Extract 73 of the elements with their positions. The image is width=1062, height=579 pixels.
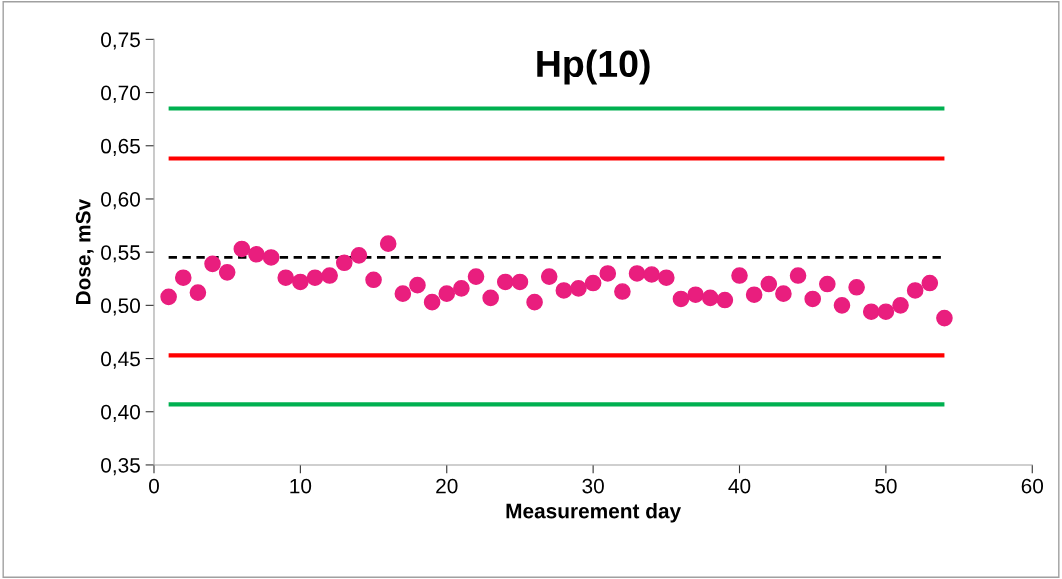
point [687, 286, 704, 304]
point [482, 289, 499, 307]
point [658, 269, 675, 286]
point [189, 284, 207, 301]
point [921, 274, 939, 292]
point [789, 267, 807, 284]
x-tick-label: 60 [1021, 478, 1044, 494]
point [775, 285, 792, 302]
point [745, 286, 763, 304]
point [848, 278, 865, 296]
point [672, 290, 690, 308]
point [496, 273, 514, 291]
chart-title: Hp(10) [537, 49, 650, 85]
point [716, 291, 734, 309]
point [365, 271, 382, 289]
point [292, 273, 309, 291]
y-tick-label: 0,70 [101, 85, 140, 103]
point [936, 309, 953, 327]
y-tick-label: 0,55 [101, 245, 140, 263]
point [423, 293, 441, 311]
point [555, 282, 573, 299]
y-tick-label: 0,35 [101, 457, 140, 476]
point [218, 264, 236, 281]
x-tick-label: 0 [149, 478, 159, 494]
point [409, 276, 426, 294]
point [262, 249, 280, 266]
point [731, 267, 748, 284]
point [643, 266, 660, 283]
y-tick-label: 0,60 [101, 191, 140, 210]
point [614, 283, 631, 300]
x-tick-label: 20 [436, 478, 458, 494]
y-tick-label: 0,45 [101, 351, 140, 369]
point [277, 269, 295, 286]
point [306, 269, 324, 286]
point [862, 303, 880, 321]
point [892, 297, 909, 314]
x-axis-title: Measurement day [506, 503, 682, 523]
y-tick-label: 0,65 [101, 138, 140, 156]
point [511, 273, 529, 291]
point [570, 280, 587, 297]
point [350, 247, 368, 264]
point [248, 245, 265, 263]
x-tick-label: 10 [290, 478, 312, 494]
point [819, 275, 836, 293]
point [526, 293, 543, 311]
point [174, 269, 192, 286]
point [906, 282, 924, 299]
point [204, 255, 221, 273]
point [160, 288, 177, 306]
point [394, 285, 412, 302]
point [233, 240, 251, 258]
point [379, 235, 397, 252]
x-tick-label: 50 [875, 478, 897, 494]
point [628, 265, 646, 282]
point [438, 285, 456, 302]
point [833, 297, 851, 314]
point [804, 290, 821, 308]
point [760, 275, 778, 293]
point [584, 274, 602, 292]
point [540, 268, 558, 285]
y-axis-title: Dose, mSv [75, 198, 94, 305]
y-tick-label: 0,50 [101, 298, 140, 316]
point [335, 254, 353, 272]
point [701, 289, 719, 307]
x-tick-label: 40 [728, 478, 751, 494]
point [453, 280, 470, 297]
y-tick-label: 0,40 [101, 404, 140, 422]
point [467, 268, 485, 285]
y-tick-label: 0,75 [101, 32, 140, 50]
point [877, 303, 895, 321]
point [599, 265, 617, 282]
x-tick-label: 30 [582, 478, 604, 494]
point [321, 267, 338, 284]
